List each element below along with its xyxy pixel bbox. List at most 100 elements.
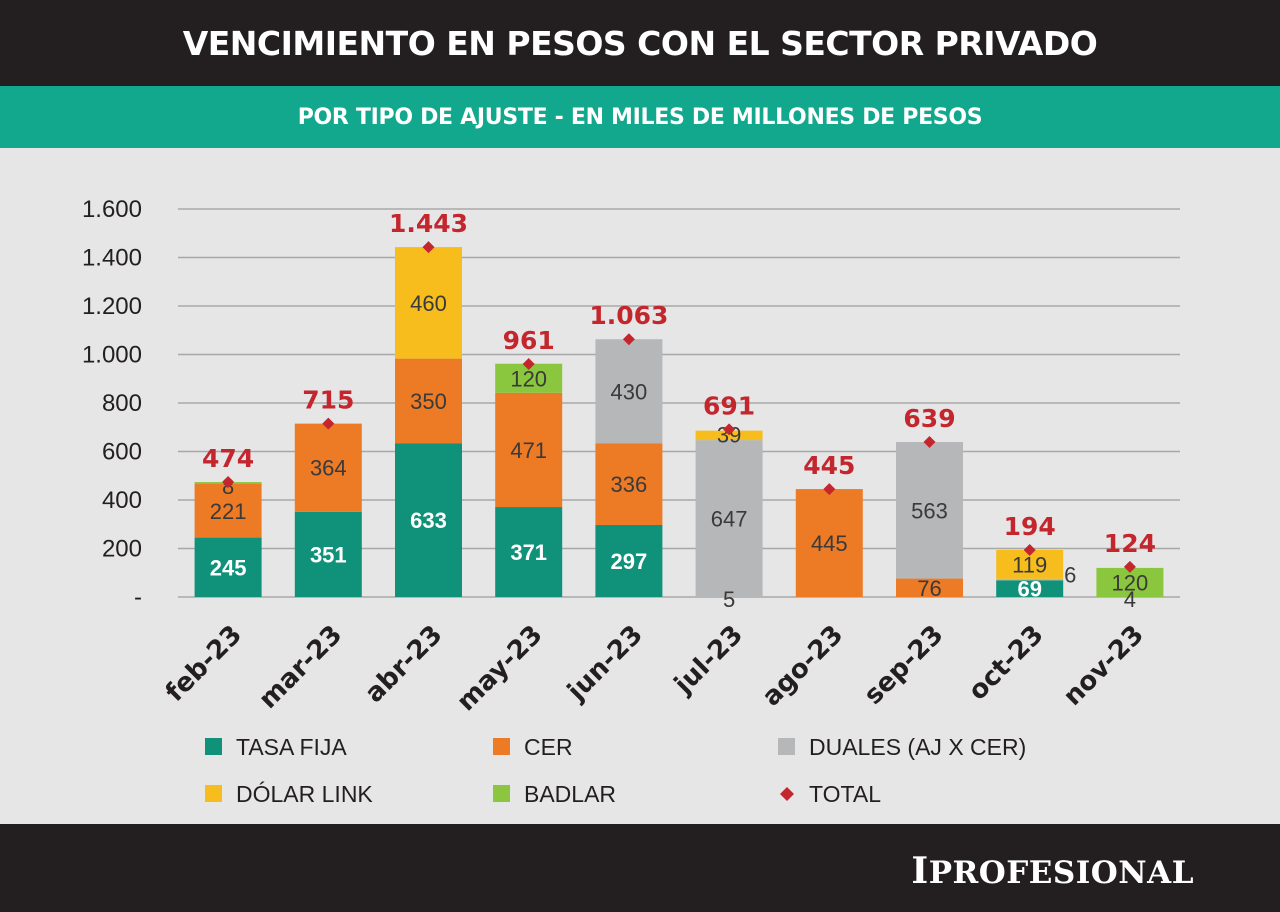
bar-cer-ago-23 bbox=[795, 489, 863, 597]
value-label-cer-mar-23: 364 bbox=[310, 456, 347, 481]
value-label-duales-aj-x-cer-sep-23: 563 bbox=[911, 498, 948, 523]
x-tick-label-jul-23: jul-23 bbox=[668, 620, 749, 701]
bar-tasa-fija-feb-23 bbox=[194, 537, 262, 597]
legend-swatch-dolar-link bbox=[205, 785, 222, 802]
legend-swatch-cer bbox=[493, 738, 510, 755]
x-tick-label-mar-23: mar-23 bbox=[253, 620, 348, 715]
total-marker-jul-23 bbox=[723, 423, 736, 436]
x-tick-label-oct-23: oct-23 bbox=[963, 620, 1050, 707]
chart-subtitle: POR TIPO DE AJUSTE - EN MILES DE MILLONE… bbox=[297, 104, 983, 130]
legend-label-cer: CER bbox=[524, 734, 573, 760]
value-label-extra-nov-23: 4 bbox=[1124, 587, 1136, 612]
y-tick-label-800: 800 bbox=[102, 390, 142, 417]
legend-label-badlar: BADLAR bbox=[524, 781, 616, 807]
footer-bar: IPROFESIONAL bbox=[0, 824, 1280, 912]
y-tick-label-1600: 1.600 bbox=[82, 196, 142, 223]
value-label-duales-aj-x-cer-jun-23: 430 bbox=[611, 379, 648, 404]
total-label-sep-23: 639 bbox=[903, 404, 955, 433]
x-tick-label-abr-23: abr-23 bbox=[359, 620, 448, 709]
x-axis-ticks: feb-23 mar-23 abr-23 may-23 jun-23 jul-23 ago-… bbox=[160, 620, 1150, 717]
bar-duales-aj-x-cer-jul-23 bbox=[695, 440, 763, 597]
bars bbox=[194, 247, 1164, 597]
value-label-tasa-fija-jun-23: 297 bbox=[611, 549, 648, 574]
legend-swatch-total bbox=[780, 787, 794, 801]
legend-swatch-badlar bbox=[493, 785, 510, 802]
bar-tasa-fija-abr-23 bbox=[395, 443, 462, 597]
y-tick-label-200: 200 bbox=[102, 536, 142, 563]
y-tick-label-1200: 1.200 bbox=[82, 293, 142, 320]
total-marker-feb-23 bbox=[222, 476, 235, 489]
y-tick-label-0: - bbox=[134, 584, 142, 611]
bar-tasa-fija-mar-23 bbox=[294, 511, 362, 597]
bar-dolar-link-abr-23 bbox=[395, 247, 462, 359]
x-tick-label-nov-23: nov-23 bbox=[1058, 620, 1150, 712]
total-marker-abr-23 bbox=[422, 241, 435, 254]
legend-label-tasa-fija: TASA FIJA bbox=[236, 734, 347, 760]
total-markers: 474 715 1.443 961 1.063 691 445 639 194 124 bbox=[202, 209, 1156, 573]
total-marker-oct-23 bbox=[1023, 543, 1036, 556]
logo-initial: I bbox=[911, 850, 929, 892]
value-label-cer-sep-23: 76 bbox=[917, 576, 941, 601]
bar-cer-may-23 bbox=[495, 392, 563, 508]
value-label-cer-ago-23: 445 bbox=[811, 531, 848, 556]
legend-swatch-tasa-fija bbox=[205, 738, 222, 755]
value-label-tasa-fija-oct-23: 69 bbox=[1017, 577, 1041, 602]
total-label-jul-23: 691 bbox=[703, 391, 755, 420]
bar-cer-abr-23 bbox=[395, 358, 462, 444]
bar-cer-mar-23 bbox=[294, 423, 362, 512]
bar-cer-jun-23 bbox=[595, 443, 663, 525]
bar-tasa-fija-may-23 bbox=[495, 507, 563, 597]
legend-swatch-duales-aj-x-cer bbox=[778, 738, 795, 755]
total-label-mar-23: 715 bbox=[302, 386, 354, 415]
legend-label-dolar-link: DÓLAR LINK bbox=[236, 781, 373, 807]
iprofesional-logo: IPROFESIONAL bbox=[911, 850, 1194, 892]
value-label-cer-abr-23: 350 bbox=[410, 389, 447, 414]
bar-cer-feb-23 bbox=[194, 483, 262, 538]
value-label-dolar-link-oct-23: 119 bbox=[1012, 552, 1047, 577]
total-label-jun-23: 1.063 bbox=[589, 301, 668, 330]
x-tick-label-jun-23: jun-23 bbox=[561, 620, 649, 708]
legend-label-duales-aj-x-cer: DUALES (AJ X CER) bbox=[809, 734, 1026, 760]
value-label-cer-jun-23: 336 bbox=[611, 472, 648, 497]
value-label-duales-aj-x-cer-jul-23: 647 bbox=[711, 507, 748, 532]
y-tick-label-400: 400 bbox=[102, 487, 142, 514]
value-label-cer-feb-23: 221 bbox=[210, 499, 247, 524]
bar-tasa-fija-oct-23 bbox=[996, 580, 1064, 597]
bar-cer-sep-23 bbox=[896, 578, 963, 597]
total-marker-may-23 bbox=[522, 357, 535, 370]
value-label-duales-aj-x-cer-oct-23: 6 bbox=[1064, 562, 1076, 587]
bar-tasa-fija-jun-23 bbox=[595, 524, 663, 597]
y-tick-label-1400: 1.400 bbox=[82, 245, 142, 272]
segment-labels: 2452218351364633350460371471120297336430… bbox=[210, 291, 1149, 612]
logo-text: PROFESIONAL bbox=[928, 855, 1194, 891]
value-label-tasa-fija-feb-23: 245 bbox=[210, 555, 247, 580]
total-marker-ago-23 bbox=[823, 483, 836, 496]
y-tick-label-600: 600 bbox=[102, 439, 142, 466]
total-marker-nov-23 bbox=[1123, 560, 1136, 573]
total-marker-jun-23 bbox=[622, 333, 635, 346]
value-label-extra-jul-23: 5 bbox=[723, 587, 735, 612]
stacked-bar-chart: - 200 400 600 800 1.000 1.200 1.400 1.600 245 221… bbox=[82, 196, 1180, 807]
value-label-badlar-nov-23: 120 bbox=[1112, 570, 1149, 595]
total-label-may-23: 961 bbox=[503, 326, 555, 355]
value-label-tasa-fija-abr-23: 633 bbox=[410, 508, 447, 533]
legend-label-total: TOTAL bbox=[809, 781, 881, 807]
value-label-tasa-fija-may-23: 371 bbox=[510, 540, 547, 565]
x-tick-label-may-23: may-23 bbox=[451, 620, 548, 717]
bar-duales-aj-x-cer-oct-23 bbox=[996, 578, 1064, 581]
value-label-cer-may-23: 471 bbox=[510, 438, 547, 463]
chart-title-bar: VENCIMIENTO EN PESOS CON EL SECTOR PRIVA… bbox=[0, 0, 1280, 86]
total-label-feb-23: 474 bbox=[202, 444, 254, 473]
chart-subtitle-bar: POR TIPO DE AJUSTE - EN MILES DE MILLONE… bbox=[0, 86, 1280, 148]
x-tick-label-feb-23: feb-23 bbox=[160, 620, 248, 708]
y-tick-label-1000: 1.000 bbox=[82, 342, 142, 369]
total-label-nov-23: 124 bbox=[1104, 529, 1156, 558]
x-tick-label-ago-23: ago-23 bbox=[757, 620, 850, 713]
total-label-oct-23: 194 bbox=[1004, 512, 1056, 541]
bar-duales-aj-x-cer-jun-23 bbox=[595, 339, 663, 444]
y-axis-ticks: - 200 400 600 800 1.000 1.200 1.400 1.600 bbox=[82, 196, 142, 611]
total-label-abr-23: 1.443 bbox=[389, 209, 468, 238]
chart-title: VENCIMIENTO EN PESOS CON EL SECTOR PRIVA… bbox=[182, 23, 1098, 63]
value-label-badlar-may-23: 120 bbox=[510, 366, 547, 391]
bar-duales-aj-x-cer-sep-23 bbox=[896, 442, 963, 579]
